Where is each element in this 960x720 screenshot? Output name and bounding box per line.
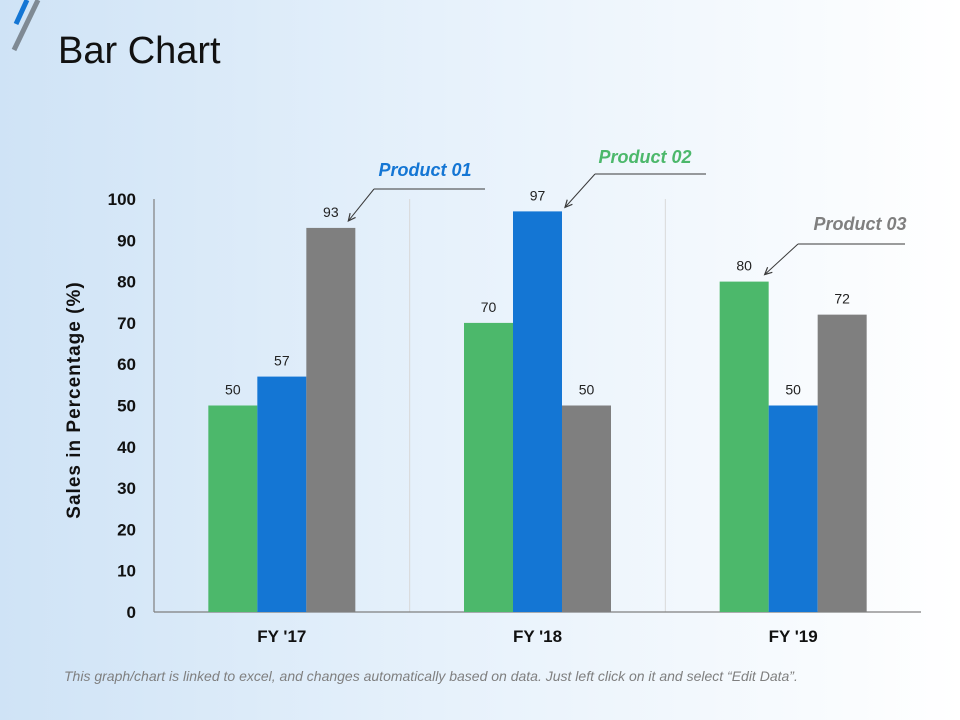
y-tick-label: 70	[117, 314, 136, 333]
data-label: 93	[323, 204, 339, 220]
bar-product-02-fy-18	[464, 322, 513, 612]
y-tick-label: 90	[117, 231, 136, 250]
y-tick-label: 20	[117, 520, 136, 539]
y-tick-label: 0	[127, 603, 136, 622]
bar-chart: 0 10 20 30 40 50 60 70 80 90 100 Sales in Percentag…	[64, 147, 921, 646]
y-tick-label: 60	[117, 355, 136, 374]
bar-product-03-fy-18	[562, 405, 611, 612]
decor-stroke-blue	[13, 0, 30, 26]
data-label: 50	[785, 382, 801, 398]
page-title: Bar Chart	[58, 30, 221, 72]
callout-leader	[564, 173, 596, 208]
callout-product-01: Product 01	[378, 160, 471, 180]
y-axis-title: Sales in Percentage (%)	[64, 281, 85, 518]
footnote: This graph/chart is linked to excel, and…	[64, 668, 798, 684]
y-tick-label: 10	[117, 562, 136, 581]
x-tick-label: FY '17	[257, 627, 306, 646]
data-label: 97	[530, 187, 546, 203]
callout-product-02: Product 02	[598, 147, 691, 167]
y-tick-label: 40	[117, 438, 136, 457]
bar-product-03-fy-19	[817, 314, 867, 612]
callout-arrowhead	[347, 212, 356, 222]
callout-leader	[347, 188, 375, 222]
bar-product-02-fy-19	[719, 281, 769, 612]
data-label: 80	[736, 258, 752, 274]
decor-stroke-gray	[11, 0, 41, 52]
bar-product-01-fy-17	[257, 376, 307, 612]
bar-product-01-fy-18	[513, 211, 562, 612]
x-tick-label: FY '18	[513, 627, 562, 646]
x-tick-label: FY '19	[769, 627, 818, 646]
data-label: 70	[481, 299, 497, 315]
bar-product-02-fy-17	[208, 405, 258, 612]
data-label: 50	[579, 382, 595, 398]
y-tick-label: 30	[117, 479, 136, 498]
y-tick-label: 80	[117, 273, 136, 292]
callout-leader	[764, 243, 799, 275]
bar-product-01-fy-19	[768, 405, 818, 612]
data-label: 50	[225, 382, 241, 398]
y-tick-label: 50	[117, 397, 136, 416]
callout-product-03: Product 03	[813, 214, 906, 234]
callout-arrowhead	[564, 199, 573, 209]
bar-product-03-fy-17	[306, 227, 356, 612]
y-tick-label: 100	[108, 190, 136, 209]
corner-decoration	[11, 0, 41, 52]
callout-arrowhead	[763, 266, 773, 276]
data-label: 72	[834, 291, 850, 307]
data-label: 57	[274, 353, 290, 369]
